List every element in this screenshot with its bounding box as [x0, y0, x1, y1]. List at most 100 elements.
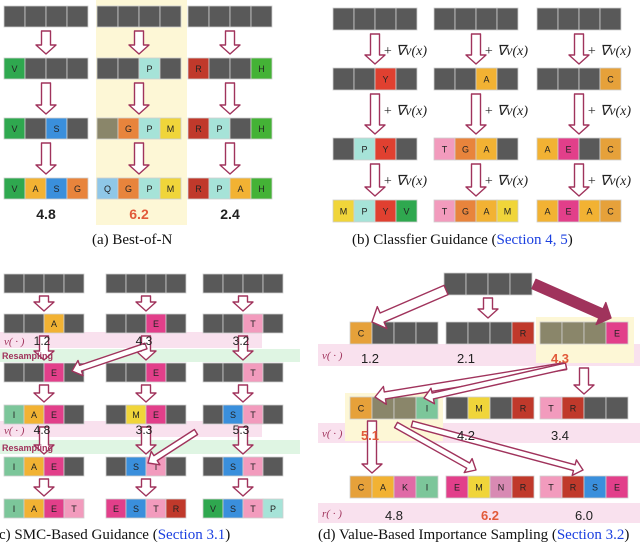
residue-cell — [202, 362, 224, 383]
sequence-a: V — [3, 57, 89, 80]
residue-cell — [599, 7, 622, 31]
value-fn-label-c: v( · ) — [4, 336, 25, 348]
residue-letter: C — [607, 145, 614, 155]
sequence-c — [3, 273, 85, 294]
residue-cell — [262, 498, 284, 519]
residue-cell — [583, 396, 607, 420]
residue-cell — [125, 313, 147, 334]
caption-c-section-link[interactable]: Section 3.1 — [157, 527, 226, 543]
residue-cell — [353, 67, 376, 91]
residue-cell — [222, 362, 244, 383]
residue-letter: E — [51, 410, 57, 420]
residue-letter: T — [442, 145, 448, 155]
residue-cell — [202, 313, 224, 334]
residue-letter: S — [133, 462, 139, 472]
step-arrow-b — [364, 33, 386, 65]
residue-letter: S — [133, 504, 139, 514]
residue-letter: S — [53, 184, 59, 194]
residue-letter: T — [442, 207, 448, 217]
residue-letter: E — [51, 504, 57, 514]
guidance-gradient-label: + ∇v(x) — [383, 104, 427, 119]
step-arrow-c — [232, 295, 254, 312]
sequence-a: P — [96, 57, 182, 80]
residue-letter: C — [358, 483, 365, 493]
residue-cell — [3, 5, 26, 28]
value-d-row2: 4.2 — [457, 428, 475, 443]
residue-cell — [3, 362, 25, 383]
step-arrow-c — [135, 295, 157, 312]
residue-letter: P — [361, 145, 367, 155]
expand-arrow-d — [361, 420, 383, 474]
residue-cell — [66, 117, 89, 140]
residue-letter: I — [13, 410, 16, 420]
residue-cell — [117, 5, 140, 28]
step-arrow-b — [568, 33, 590, 65]
guidance-gradient-label: + ∇v(x) — [484, 174, 528, 189]
residue-cell — [202, 404, 224, 425]
residue-letter: Q — [104, 184, 111, 194]
residue-letter: T — [548, 483, 554, 493]
residue-letter: E — [614, 483, 620, 493]
residue-letter: A — [31, 410, 37, 420]
residue-cell — [465, 272, 489, 296]
residue-letter: M — [504, 207, 512, 217]
step-arrow-a — [35, 142, 57, 175]
value-d-row2: 5.1 — [361, 428, 379, 443]
step-arrow-a — [219, 142, 241, 175]
residue-letter: Y — [382, 145, 388, 155]
residue-letter: T — [71, 504, 77, 514]
sequence-d-row1: E — [539, 321, 629, 345]
residue-cell — [250, 177, 273, 200]
residue-letter: Y — [382, 207, 388, 217]
caption-b-section-link[interactable]: Section 4, 5 — [496, 232, 568, 248]
residue-cell — [395, 7, 418, 31]
residue-cell — [63, 456, 85, 477]
residue-letter: T — [250, 504, 256, 514]
resampling-label: Resampling — [2, 443, 53, 453]
reward-d-row3: 4.8 — [385, 508, 403, 523]
step-arrow-a — [219, 82, 241, 115]
sequence-b — [433, 7, 519, 31]
residue-cell — [43, 273, 65, 294]
residue-letter: E — [51, 462, 57, 472]
sequence-c: E — [105, 362, 187, 383]
residue-cell — [242, 273, 264, 294]
residue-letter: R — [570, 404, 577, 414]
residue-cell — [117, 57, 140, 80]
residue-letter: A — [483, 207, 489, 217]
sequence-b: Y — [332, 67, 418, 91]
step-arrow-b — [465, 93, 487, 135]
residue-cell — [250, 117, 273, 140]
residue-cell — [433, 7, 456, 31]
expand-arrow-d — [393, 421, 477, 474]
residue-cell — [599, 199, 622, 223]
residue-cell — [561, 321, 585, 345]
residue-cell — [496, 137, 519, 161]
reward-d-row3: 6.0 — [575, 508, 593, 523]
residue-cell — [496, 199, 519, 223]
score-a: 6.2 — [129, 206, 149, 222]
guidance-gradient-label: + ∇v(x) — [587, 44, 631, 59]
residue-cell — [63, 498, 85, 519]
residue-letter: T — [153, 504, 159, 514]
step-arrow-c — [232, 384, 254, 403]
residue-letter: S — [230, 504, 236, 514]
residue-cell — [578, 137, 601, 161]
step-arrow-b — [465, 33, 487, 65]
value-d-row1: 1.2 — [361, 351, 379, 366]
residue-cell — [536, 67, 559, 91]
residue-cell — [105, 273, 127, 294]
residue-cell — [105, 404, 127, 425]
caption-d-section-link[interactable]: Section 3.2 — [556, 527, 625, 543]
caption-c-text: (c) SMC-Based Guidance ( — [0, 527, 158, 543]
step-arrow-b — [568, 163, 590, 197]
residue-cell — [454, 67, 477, 91]
residue-cell — [165, 362, 187, 383]
value-c-row2: 4.8 — [34, 423, 51, 437]
residue-cell — [433, 67, 456, 91]
sequence-c — [202, 273, 284, 294]
